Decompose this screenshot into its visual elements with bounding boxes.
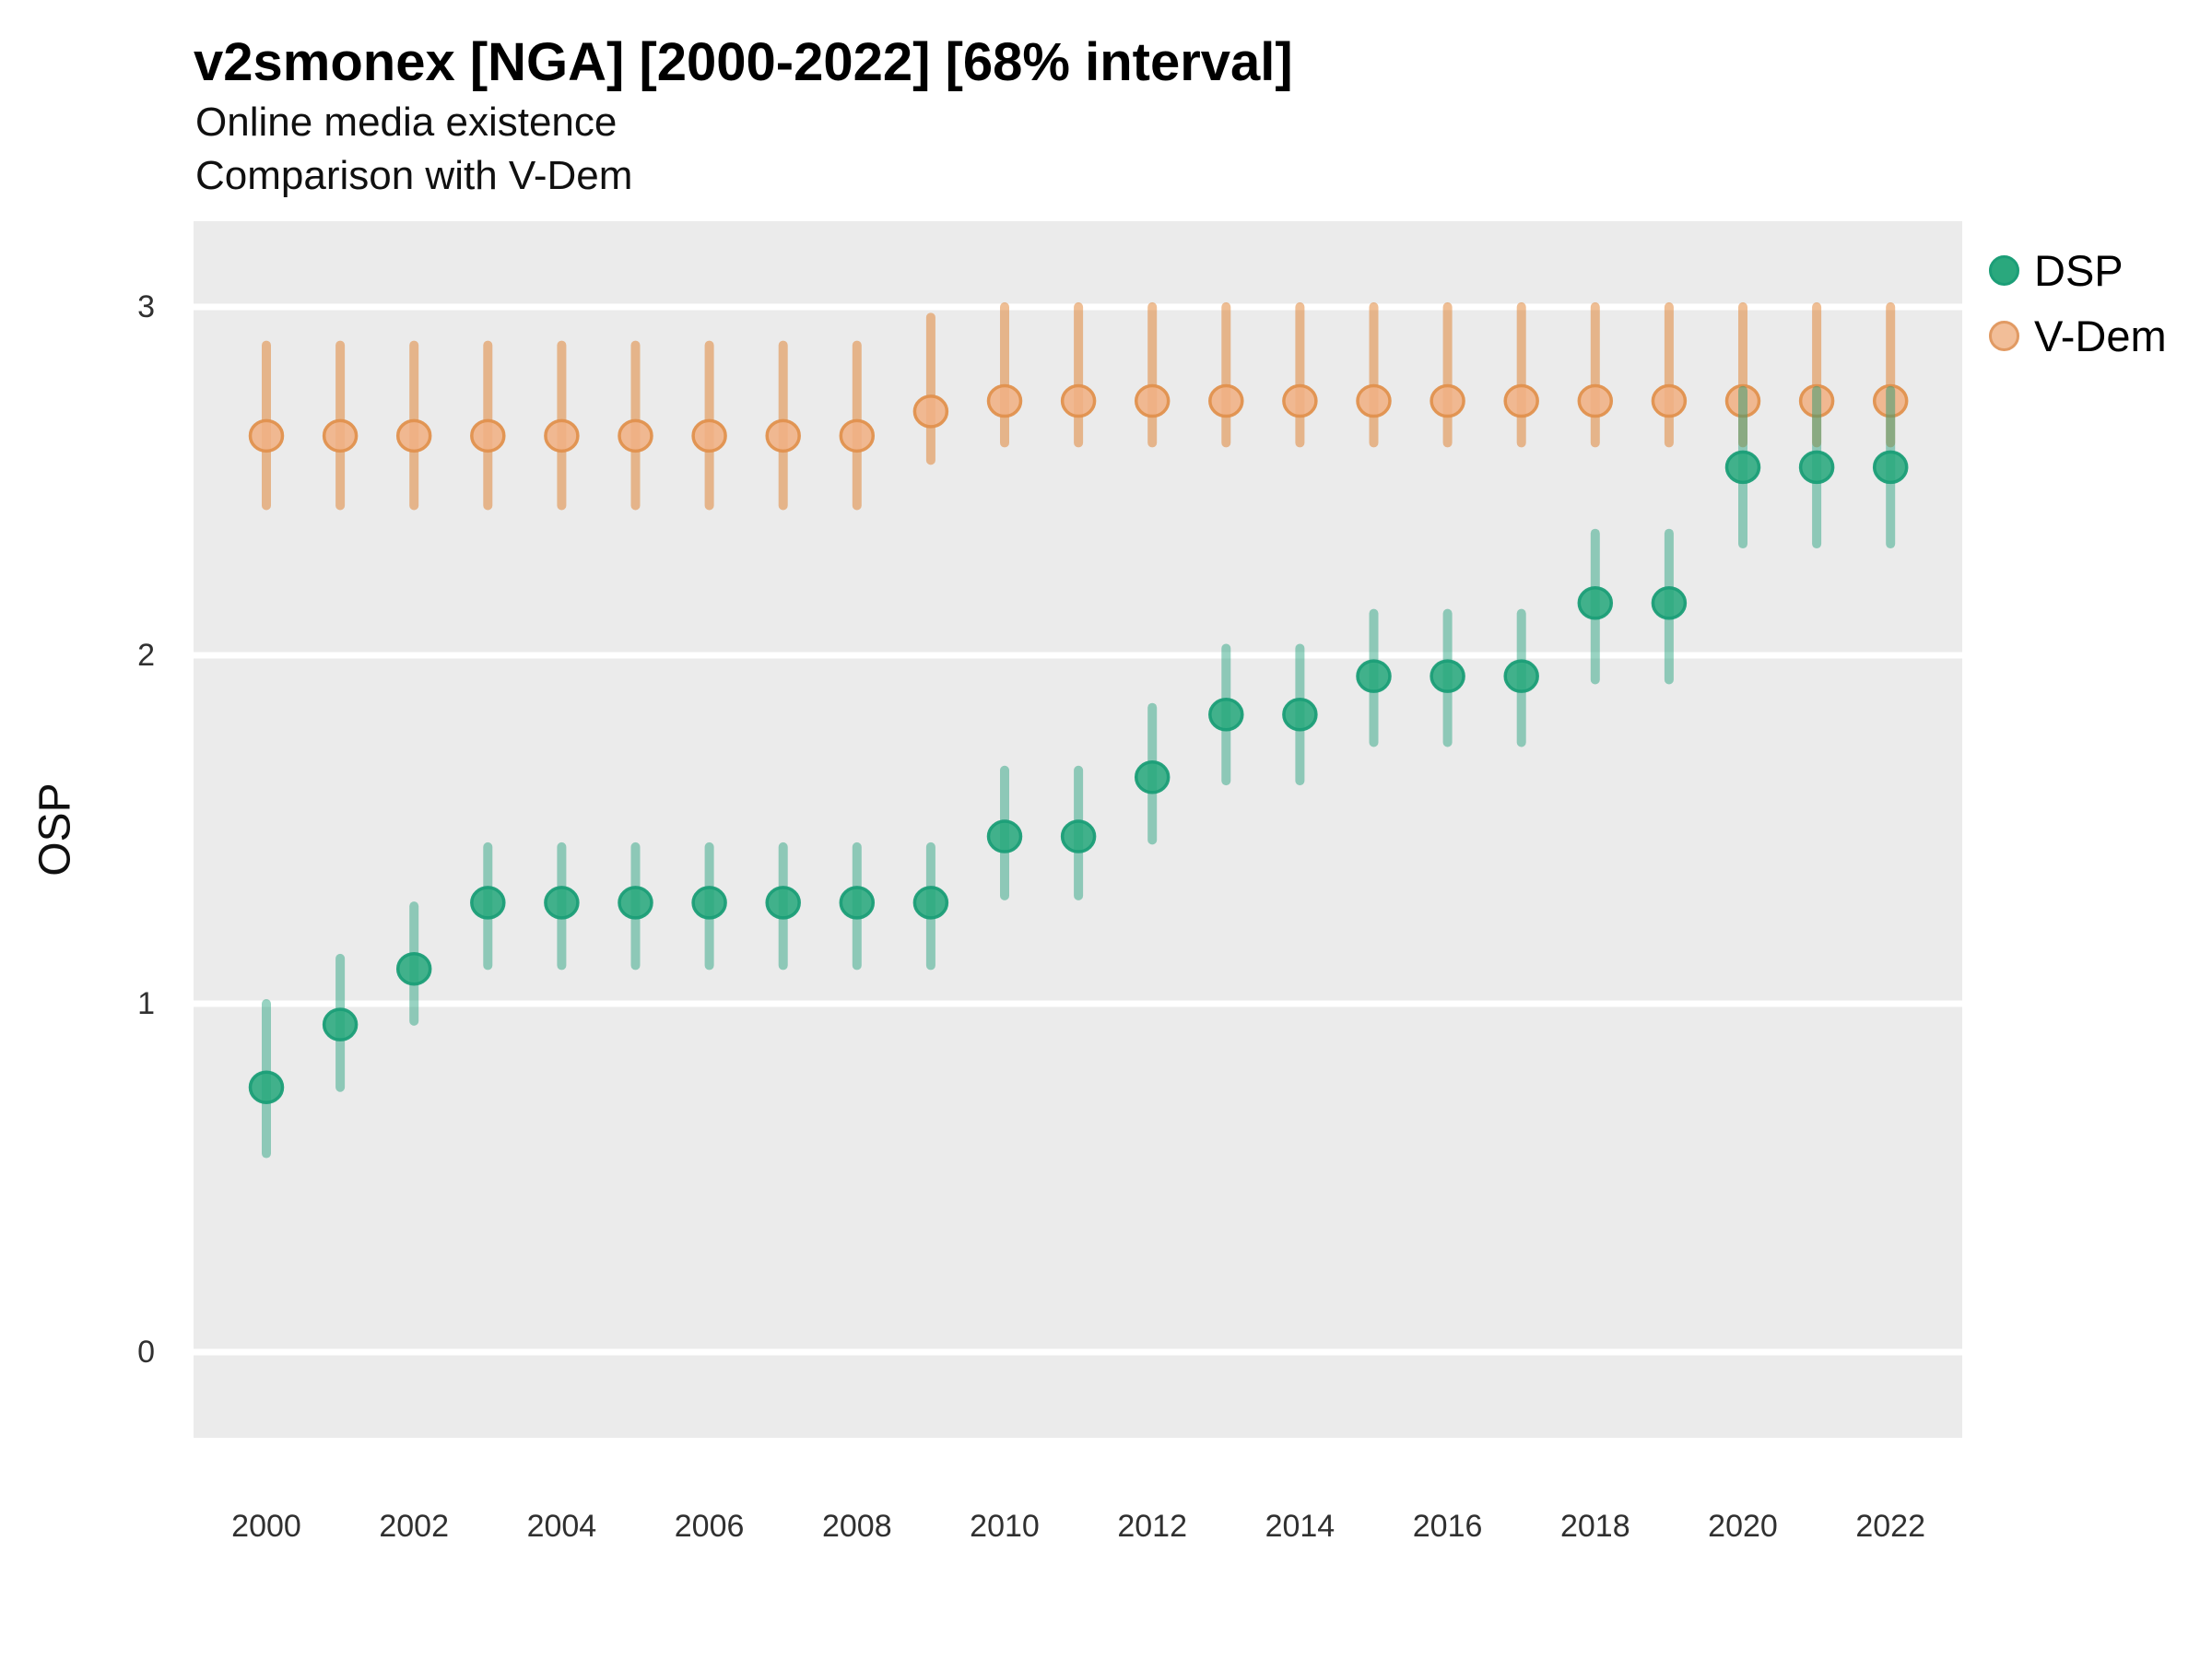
dsp-point-2007 — [765, 886, 801, 920]
dsp-point-2001 — [322, 1007, 359, 1041]
vdem-point-2015 — [1356, 383, 1392, 418]
plot-panel — [194, 221, 1962, 1438]
dsp-point-2019 — [1651, 586, 1688, 620]
x-tick-label-2016: 2016 — [1412, 1509, 1483, 1544]
gridline-y-2 — [194, 652, 1962, 659]
dsp-point-2004 — [544, 886, 580, 920]
x-tick-label-2002: 2002 — [379, 1509, 449, 1544]
vdem-point-2003 — [470, 418, 506, 453]
chart-subtitle-line2: Comparison with V-Dem — [195, 153, 633, 198]
gridline-y-0 — [194, 1348, 1962, 1356]
vdem-point-2014 — [1282, 383, 1318, 418]
vdem-point-2008 — [839, 418, 876, 453]
vdem-point-2013 — [1208, 383, 1244, 418]
y-tick-label-2: 2 — [137, 638, 155, 673]
vdem-point-2005 — [618, 418, 653, 453]
chart-title: v2smonex [NGA] [2000-2022] [68% interval… — [194, 32, 1293, 92]
dsp-point-2015 — [1356, 659, 1392, 693]
dsp-point-2013 — [1208, 698, 1244, 732]
x-tick-label-2012: 2012 — [1117, 1509, 1187, 1544]
y-tick-label-1: 1 — [137, 986, 155, 1021]
vdem-point-2004 — [544, 418, 580, 453]
dsp-point-2010 — [986, 819, 1023, 853]
gridline-y-1 — [194, 1000, 1962, 1007]
y-tick-label-3: 3 — [137, 289, 155, 324]
dsp-point-2017 — [1503, 659, 1539, 693]
vdem-point-2001 — [322, 418, 359, 453]
vdem-point-2018 — [1577, 383, 1614, 418]
vdem-point-2016 — [1430, 383, 1465, 418]
x-tick-label-2010: 2010 — [970, 1509, 1040, 1544]
dsp-point-2016 — [1430, 659, 1465, 693]
plot-canvas — [194, 302, 1962, 1356]
vdem-point-2000 — [248, 418, 285, 453]
x-tick-label-2020: 2020 — [1708, 1509, 1778, 1544]
x-tick-label-2014: 2014 — [1265, 1509, 1335, 1544]
vdem-point-2020 — [1724, 383, 1761, 418]
dsp-point-2014 — [1282, 698, 1318, 732]
gridline-y-3 — [194, 303, 1962, 311]
x-tick-label-2018: 2018 — [1559, 1509, 1630, 1544]
chart-subtitle-line1: Online media existence — [195, 100, 618, 145]
vdem-point-2021 — [1798, 383, 1835, 418]
dsp-point-2002 — [395, 951, 432, 986]
y-tick-label-0: 0 — [137, 1335, 155, 1370]
dsp-point-2000 — [248, 1070, 285, 1104]
dsp-point-2005 — [618, 886, 653, 920]
vdem-legend-dot-icon — [1989, 321, 2019, 351]
vdem-point-2011 — [1060, 383, 1097, 418]
legend-label-dsp: DSP — [2034, 246, 2124, 295]
vdem-point-2009 — [912, 394, 949, 429]
dsp-point-2022 — [1872, 450, 1909, 485]
legend-item-dsp: DSP — [1989, 245, 2167, 296]
y-axis-label: OSP — [30, 782, 80, 877]
vdem-point-2022 — [1872, 383, 1909, 418]
x-tick-label-2000: 2000 — [231, 1509, 301, 1544]
vdem-point-2006 — [691, 418, 727, 453]
vdem-point-2002 — [395, 418, 432, 453]
vdem-point-2012 — [1134, 383, 1171, 418]
vdem-point-2017 — [1503, 383, 1539, 418]
dsp-point-2012 — [1134, 760, 1171, 794]
x-tick-label-2004: 2004 — [526, 1509, 597, 1544]
dsp-point-2020 — [1724, 450, 1761, 485]
vdem-point-2007 — [765, 418, 801, 453]
x-tick-label-2022: 2022 — [1855, 1509, 1925, 1544]
dsp-point-2008 — [839, 886, 876, 920]
dsp-point-2021 — [1798, 450, 1835, 485]
legend-label-vdem: V-Dem — [2034, 312, 2167, 360]
dsp-point-2011 — [1060, 819, 1097, 853]
dsp-legend-dot-icon — [1989, 255, 2019, 286]
x-tick-label-2006: 2006 — [674, 1509, 745, 1544]
legend: DSP V-Dem — [1989, 245, 2167, 361]
vdem-point-2010 — [986, 383, 1023, 418]
dsp-point-2006 — [691, 886, 727, 920]
dsp-point-2018 — [1577, 586, 1614, 620]
legend-item-vdem: V-Dem — [1989, 311, 2167, 361]
vdem-point-2019 — [1651, 383, 1688, 418]
dsp-point-2009 — [912, 886, 949, 920]
x-tick-label-2008: 2008 — [821, 1509, 892, 1544]
dsp-point-2003 — [470, 886, 506, 920]
